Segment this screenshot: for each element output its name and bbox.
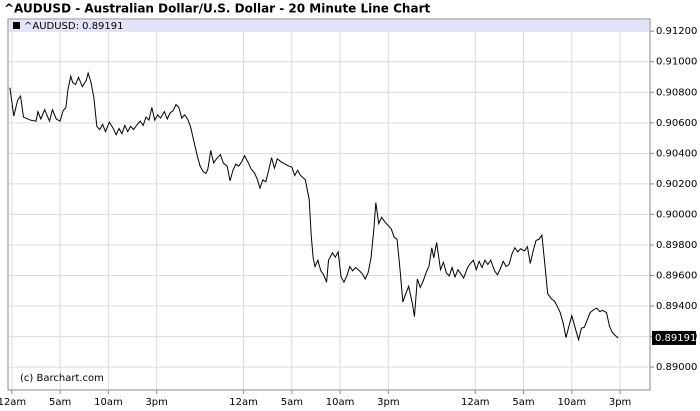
y-tick-label: 0.89400 bbox=[656, 301, 697, 312]
y-tick-label: 0.91000 bbox=[656, 57, 697, 68]
y-tick-label: 0.90600 bbox=[656, 118, 697, 129]
legend-band bbox=[9, 20, 649, 32]
y-tick-label: 0.89600 bbox=[656, 270, 697, 281]
legend-entry: ^AUDUSD: 0.89191 bbox=[24, 21, 124, 32]
x-tick-label: 5am bbox=[281, 397, 303, 408]
x-tick-label: 12am bbox=[0, 397, 26, 408]
x-tick-label: 3pm bbox=[609, 397, 631, 408]
y-tick-label: 0.90800 bbox=[656, 87, 697, 98]
x-tick-label: 10am bbox=[94, 397, 123, 408]
price-line bbox=[9, 71, 619, 342]
x-tick-label: 5am bbox=[49, 397, 71, 408]
x-tick-label: 5am bbox=[512, 397, 534, 408]
x-tick-label: 3pm bbox=[145, 397, 167, 408]
annotation: (c) Barchart.com bbox=[20, 373, 104, 384]
y-tick-label: 0.90400 bbox=[656, 148, 697, 159]
y-tick-label: 0.89800 bbox=[656, 240, 697, 251]
x-tick-label: 3pm bbox=[377, 397, 399, 408]
chart-title: ^AUDUSD - Australian Dollar/U.S. Dollar … bbox=[4, 2, 430, 16]
y-tick-label: 0.90200 bbox=[656, 179, 697, 190]
legend-swatch bbox=[13, 22, 20, 29]
x-tick-label: 10am bbox=[326, 397, 355, 408]
x-tick-label: 12am bbox=[461, 397, 490, 408]
last-value-label: 0.89191 bbox=[655, 333, 696, 344]
y-tick-label: 0.89000 bbox=[656, 362, 697, 373]
y-tick-label: 0.90000 bbox=[656, 209, 697, 220]
x-tick-label: 10am bbox=[558, 397, 587, 408]
y-tick-label: 0.91200 bbox=[656, 26, 697, 37]
x-tick-label: 12am bbox=[229, 397, 258, 408]
last-value-box bbox=[652, 330, 696, 345]
plot-area bbox=[7, 18, 651, 391]
